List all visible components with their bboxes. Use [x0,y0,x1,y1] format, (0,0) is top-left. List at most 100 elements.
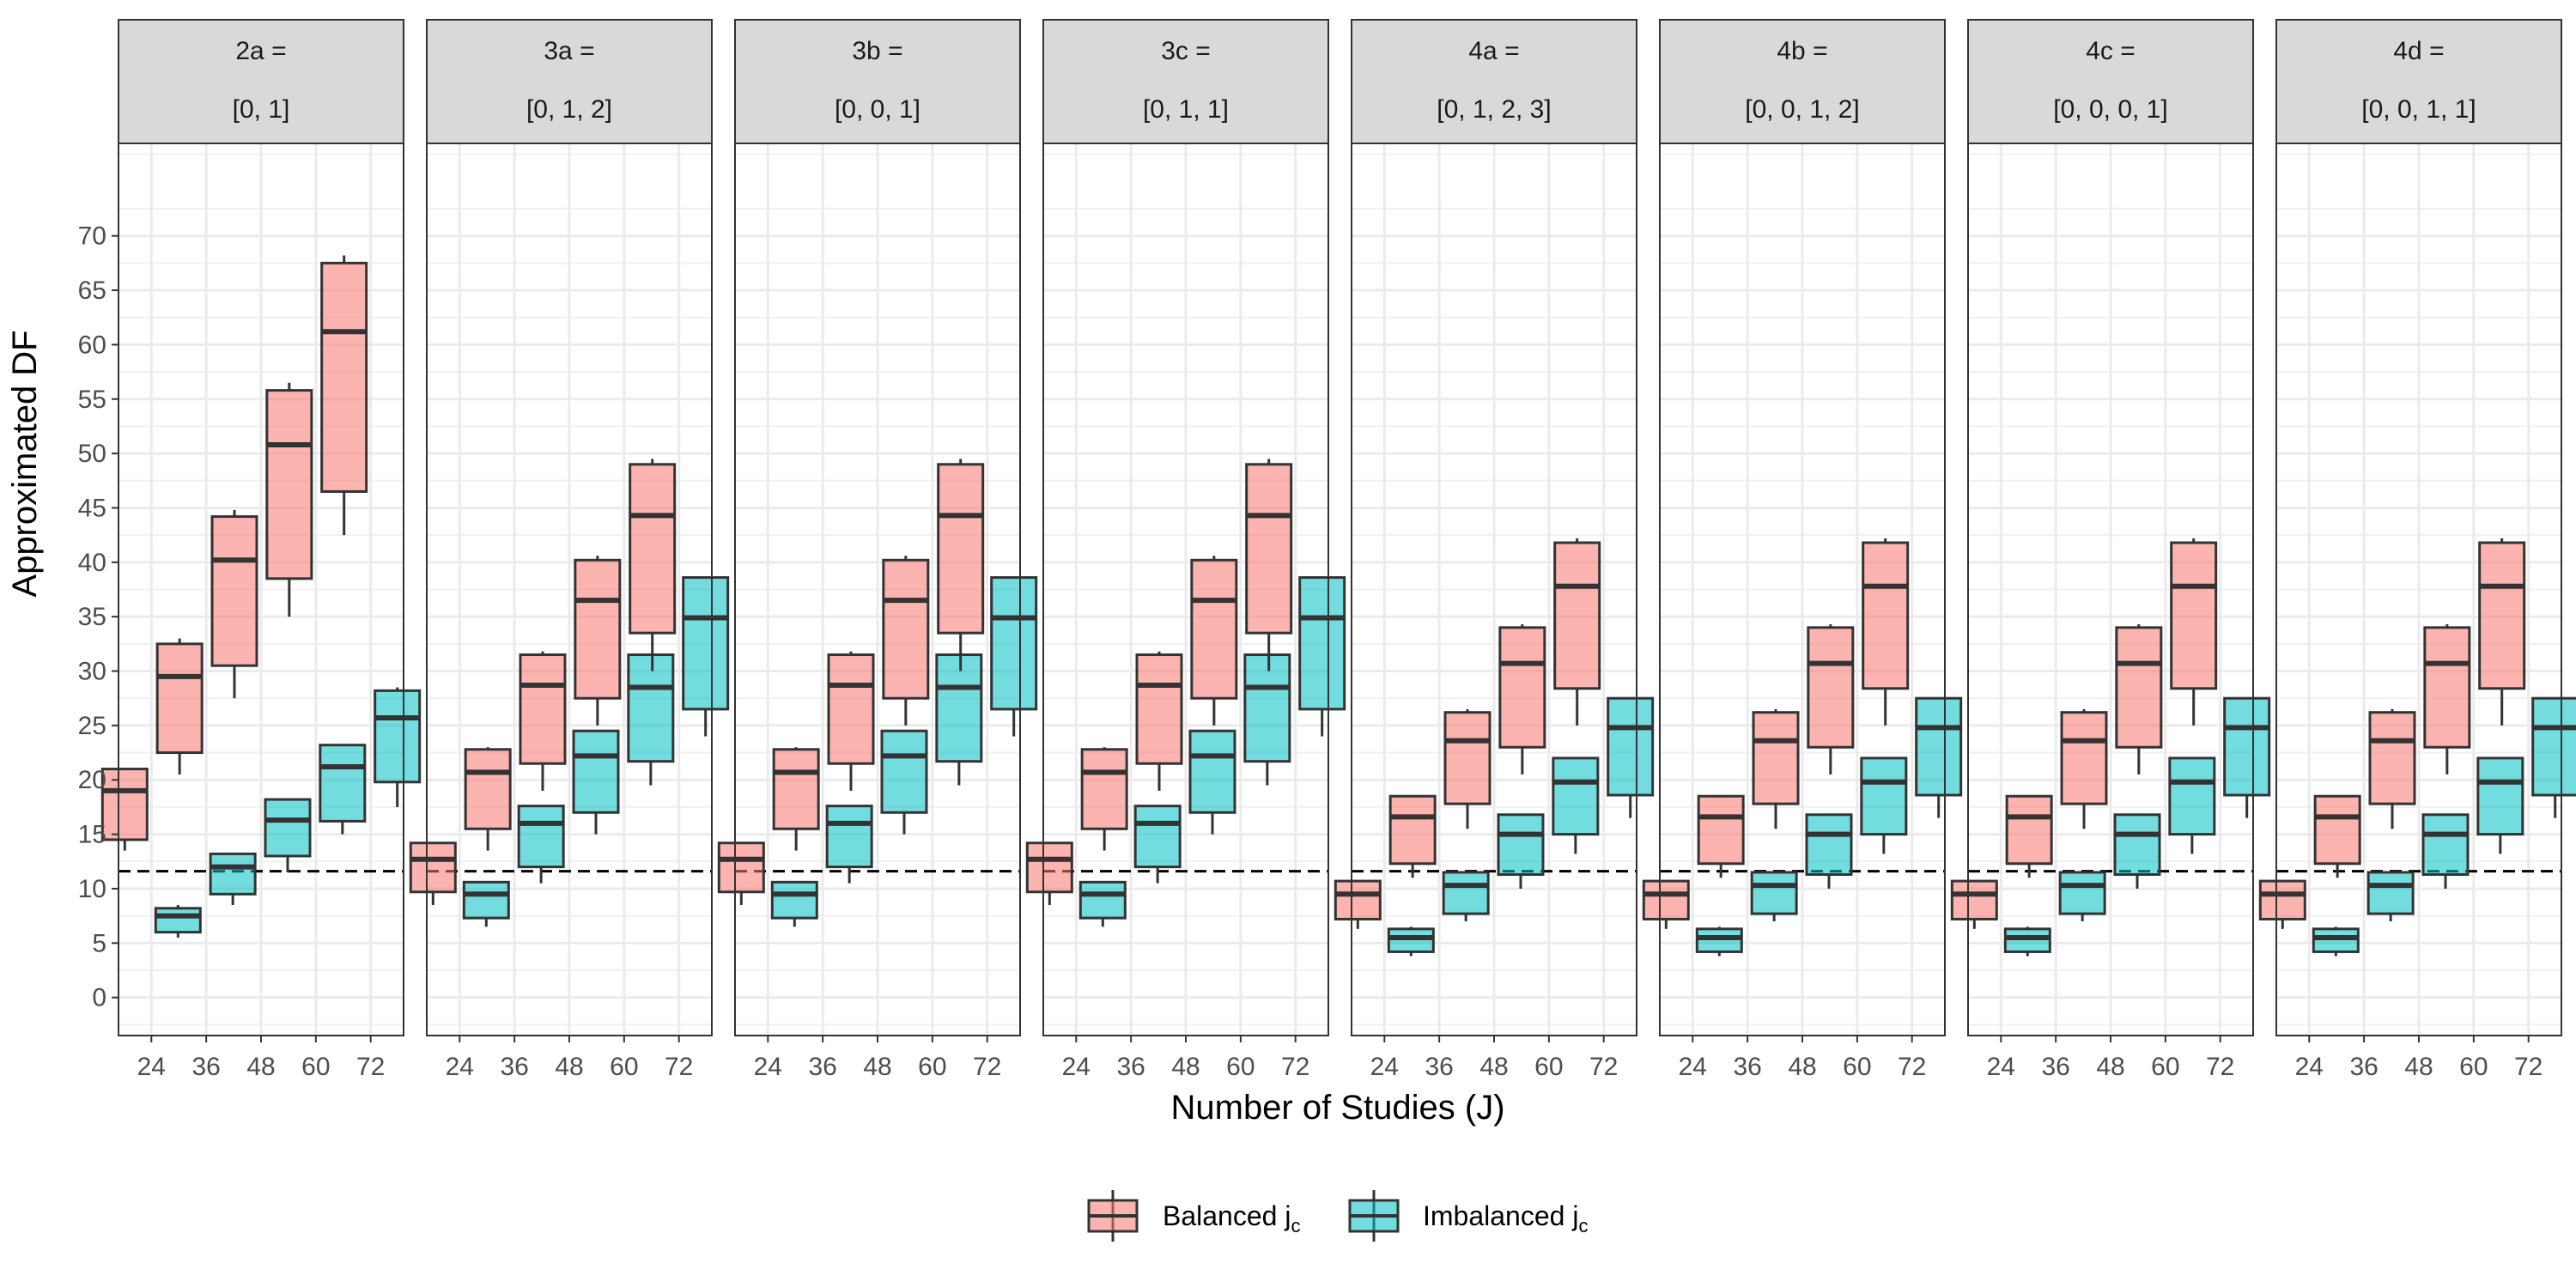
balanced-box [2423,624,2471,775]
gridlines [1352,143,1637,1036]
box-iqr [210,515,258,667]
balanced-box [1190,556,1238,726]
x-tick-label: 36 [191,1053,220,1081]
balanced-box [2115,624,2163,775]
x-tick-label: 24 [1987,1053,2015,1081]
legend-label-subscript: c [1578,1215,1588,1236]
y-tick-label: 25 [78,712,106,740]
facet-strip: 4c = [0, 0, 0, 1] [1967,19,2254,144]
balanced-box [717,841,765,905]
x-axis: 24 36 48 60 72 [1062,1036,1309,1081]
y-tick-label: 40 [78,549,106,577]
box-iqr [1133,805,1182,869]
box-iqr [572,729,620,814]
x-axis: 24 36 48 60 72 [754,1036,1001,1081]
box-iqr [1388,794,1437,866]
facet-strip-background [2275,19,2562,144]
imbalanced-box [374,687,422,807]
y-tick-label: 60 [78,331,106,359]
box-iqr [880,729,928,814]
x-tick-label: 48 [555,1053,583,1081]
y-tick-label: 15 [78,821,106,849]
y-tick-label: 70 [78,222,106,251]
x-tick-label: 60 [1843,1053,1871,1081]
box-iqr [319,744,367,823]
balanced-box [2060,708,2108,829]
legend-item: Imbalanced jc [1348,1190,1588,1242]
imbalanced-box [2168,756,2216,854]
box-iqr [1498,626,1546,749]
facet-strip-background [734,19,1021,144]
imbalanced-box [1607,696,1655,818]
x-tick-label: 48 [2096,1053,2124,1081]
box-iqr [1078,880,1127,920]
balanced-box [1025,841,1073,905]
imbalanced-box [770,880,818,927]
balanced-box [2258,879,2306,929]
imbalanced-box [517,805,565,884]
box-iqr [2113,813,2161,876]
box-iqr [265,389,313,580]
imbalanced-box [264,798,312,872]
box-iqr [682,576,730,711]
box-iqr [770,880,818,920]
facet-panel: 3b = [0, 0, 1] 24 36 48 60 72 [717,19,1038,1081]
facet-panel: 3a = [0, 1, 2] 24 36 48 60 72 [409,19,730,1081]
box-iqr [100,768,149,841]
x-tick-label: 60 [610,1053,638,1081]
x-axis: 24 36 48 60 72 [137,1036,385,1081]
imbalanced-box [462,880,510,927]
box-iqr [1080,748,1128,830]
balanced-box [1135,651,1183,791]
facet-strip: 3c = [0, 1, 1] [1042,19,1329,144]
x-tick-label: 24 [754,1053,782,1081]
x-tick-label: 48 [246,1053,275,1081]
box-iqr [1188,729,1236,814]
x-axis: 24 36 48 60 72 [1679,1036,1926,1081]
legend-item: Balanced jc [1087,1190,1300,1242]
box-iqr [1497,813,1545,876]
imbalanced-box [682,576,730,737]
box-iqr [320,261,368,493]
y-axis-title: Approximated DF [6,330,44,597]
facet-panel: 2a = [0, 1] 24 36 48 60 72 [100,19,422,1081]
x-axis-title: Number of Studies (J) [1170,1089,1504,1127]
imbalanced-box [1188,729,1236,835]
x-tick-label: 36 [2349,1053,2378,1081]
x-tick-label: 48 [2404,1053,2433,1081]
box-iqr [264,798,312,858]
y-tick-label: 30 [78,658,106,686]
box-iqr [1553,541,1601,690]
y-tick-label: 5 [92,929,106,957]
legend-label: Imbalanced jc [1423,1200,1588,1236]
imbalanced-box [1552,756,1600,854]
box-iqr [462,880,510,920]
x-tick-label: 60 [1534,1053,1563,1081]
box-iqr [1334,879,1382,920]
facet-strip-background [426,19,713,144]
box-iqr [2313,794,2361,866]
x-tick-label: 24 [1370,1053,1399,1081]
box-iqr [1805,813,1853,876]
balanced-box [519,651,567,791]
facet-label-line2: [0, 1] [233,95,290,124]
box-iqr [627,653,675,763]
box-iqr [717,841,765,894]
box-iqr [1387,927,1435,953]
legend-key [1348,1190,1400,1242]
box-iqr [574,558,622,700]
imbalanced-box [1860,756,1908,854]
box-iqr [1750,871,1798,915]
imbalanced-box [627,653,675,786]
box-iqr [2312,927,2360,953]
box-iqr [1695,927,1743,953]
balanced-box [882,556,930,726]
balanced-box [265,382,313,617]
box-iqr [2368,711,2416,805]
facet-strip-background [1967,19,2254,144]
box-iqr [2058,871,2106,915]
y-tick-label: 20 [78,766,106,794]
y-tick-label: 50 [78,440,106,468]
y-tick-label: 0 [92,984,106,1012]
gridlines [1968,143,2253,1036]
